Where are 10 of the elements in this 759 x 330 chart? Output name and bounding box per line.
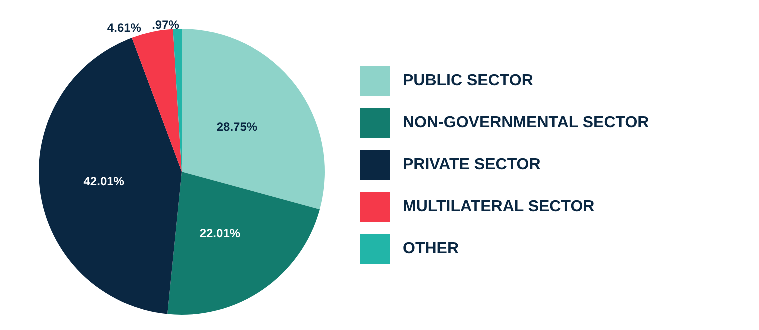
data-label: 42.01% (84, 174, 125, 188)
legend-label: PRIVATE SECTOR (403, 156, 542, 174)
legend-label: NON-GOVERNMENTAL SECTOR (403, 114, 650, 132)
data-label: 28.75% (216, 120, 258, 134)
data-label: 22.01% (200, 226, 241, 240)
legend-label: OTHER (403, 240, 460, 258)
data-label: 4.61% (107, 21, 142, 36)
data-label: .97% (152, 18, 180, 32)
legend-label: PUBLIC SECTOR (403, 72, 534, 90)
legend-label: MULTILATERAL SECTOR (403, 198, 596, 216)
